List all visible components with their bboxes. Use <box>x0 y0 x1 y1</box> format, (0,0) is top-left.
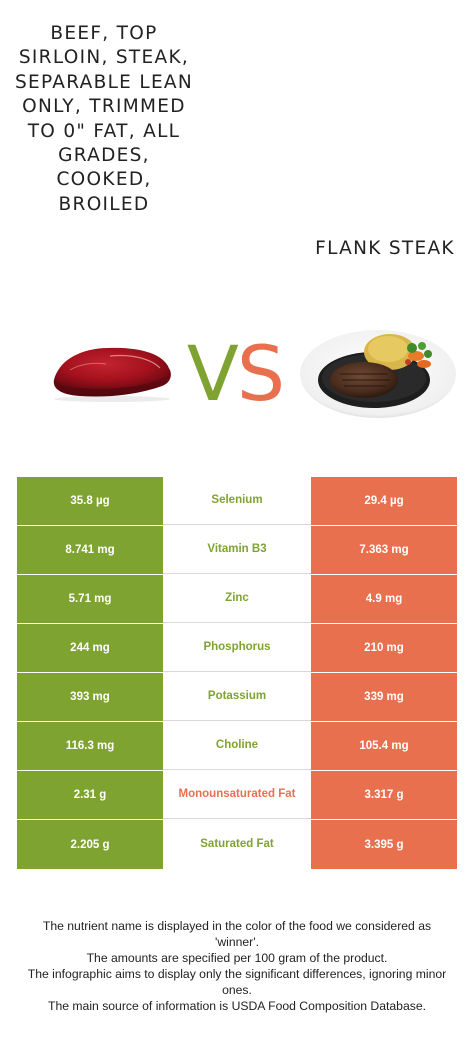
table-row: 2.31 g Monounsaturated Fat 3.317 g <box>17 771 457 820</box>
right-value: 7.363 mg <box>311 526 457 574</box>
nutrient-name: Phosphorus <box>163 624 311 672</box>
left-food-title: Beef, top sirloin, steak, separable lean… <box>14 23 194 215</box>
right-value: 339 mg <box>311 673 457 721</box>
nutrient-name: Choline <box>163 722 311 770</box>
right-food-title: Flank steak <box>315 238 455 259</box>
right-value: 3.317 g <box>311 771 457 819</box>
table-row: 393 mg Potassium 339 mg <box>17 673 457 722</box>
table-row: 5.71 mg Zinc 4.9 mg <box>17 575 457 624</box>
nutrient-name: Potassium <box>163 673 311 721</box>
nutrient-name: Vitamin B3 <box>163 526 311 574</box>
nutrient-name: Monounsaturated Fat <box>163 771 311 819</box>
left-value: 5.71 mg <box>17 575 163 623</box>
footer-note: The nutrient name is displayed in the co… <box>42 919 432 949</box>
nutrient-comparison-table: 35.8 µg Selenium 29.4 µg 8.741 mg Vitami… <box>17 477 457 869</box>
nutrient-name: Saturated Fat <box>200 838 274 850</box>
plated-steak-with-rice-image <box>300 330 456 418</box>
left-value: 2.31 g <box>17 771 163 819</box>
right-value: 4.9 mg <box>311 575 457 623</box>
right-value: 29.4 µg <box>311 477 457 525</box>
left-value: 8.741 mg <box>17 526 163 574</box>
table-row: 2.205 g Saturated Fat 3.395 g <box>17 820 457 869</box>
footer-note: The infographic aims to display only the… <box>27 967 447 997</box>
nutrient-name: Zinc <box>163 575 311 623</box>
right-value: 3.395 g <box>311 820 457 869</box>
table-row: 8.741 mg Vitamin B3 7.363 mg <box>17 526 457 575</box>
footer-note: The amounts are specified per 100 gram o… <box>86 951 388 965</box>
versus-s: S <box>236 329 285 418</box>
table-row: 35.8 µg Selenium 29.4 µg <box>17 477 457 526</box>
raw-beef-steak-image <box>53 347 171 402</box>
right-value: 105.4 mg <box>311 722 457 770</box>
footer-notes: The nutrient name is displayed in the co… <box>22 918 452 1014</box>
left-value: 35.8 µg <box>17 477 163 525</box>
left-value: 2.205 g <box>17 820 163 869</box>
versus-label: VS <box>180 330 290 420</box>
table-row: 244 mg Phosphorus 210 mg <box>17 624 457 673</box>
left-value: 116.3 mg <box>17 722 163 770</box>
left-value: 393 mg <box>17 673 163 721</box>
footer-note: The main source of information is USDA F… <box>48 999 426 1013</box>
left-value: 244 mg <box>17 624 163 672</box>
versus-v: V <box>186 329 239 418</box>
nutrient-name: Selenium <box>163 477 311 525</box>
right-value: 210 mg <box>311 624 457 672</box>
table-row: 116.3 mg Choline 105.4 mg <box>17 722 457 771</box>
